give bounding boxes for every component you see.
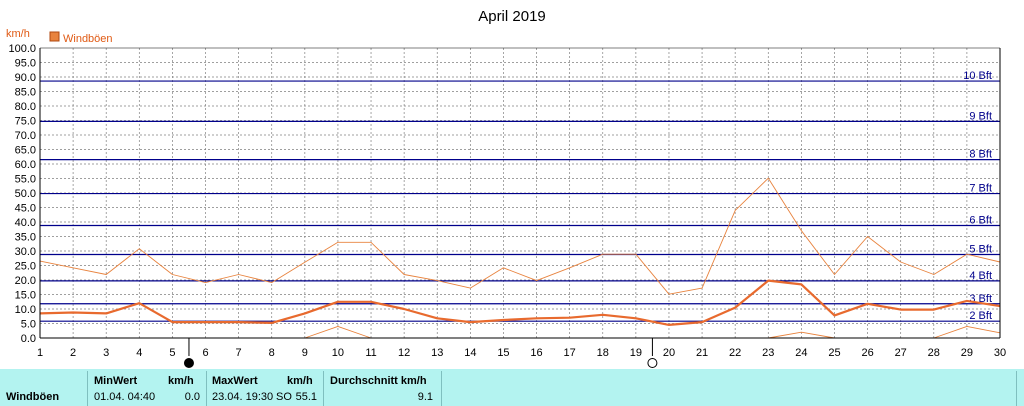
legend-label: Windböen <box>63 33 113 45</box>
y-tick-label: 75.0 <box>15 116 36 128</box>
x-tick-label: 13 <box>431 347 443 359</box>
series-line-average <box>39 279 1001 326</box>
stats-divider <box>323 371 324 406</box>
x-tick-label: 7 <box>236 347 242 359</box>
y-tick-label: 95.0 <box>15 58 36 70</box>
y-tick-label: 40.0 <box>15 217 36 229</box>
beaufort-label: 7 Bft <box>969 183 992 195</box>
x-tick-label: 12 <box>398 347 410 359</box>
x-tick-label: 4 <box>136 347 142 359</box>
x-tick-label: 11 <box>365 347 376 359</box>
beaufort-label: 4 Bft <box>969 270 992 282</box>
y-tick-label: 15.0 <box>15 290 36 302</box>
x-tick-label: 8 <box>269 347 275 359</box>
x-tick-label: 27 <box>895 347 907 359</box>
y-tick-label: 0.0 <box>21 333 36 345</box>
y-tick-label: 10.0 <box>15 304 36 316</box>
y-tick-label: 65.0 <box>15 145 36 157</box>
stats-divider <box>441 371 442 406</box>
stats-divider <box>87 371 88 406</box>
average-value: 9.1 <box>417 391 433 403</box>
y-tick-label: 35.0 <box>15 232 36 244</box>
x-tick-label: 23 <box>762 347 774 359</box>
x-tick-label: 3 <box>103 347 109 359</box>
x-tick-label: 18 <box>597 347 609 359</box>
beaufort-label: 9 Bft <box>969 110 992 122</box>
x-tick-label: 16 <box>530 347 542 359</box>
x-tick-label: 10 <box>332 347 344 359</box>
y-tick-label: 80.0 <box>15 101 36 113</box>
min-value: 0.0 <box>184 391 200 403</box>
y-tick-label: 20.0 <box>15 275 36 287</box>
stats-divider <box>1016 371 1017 406</box>
x-tick-label: 30 <box>994 347 1006 359</box>
y-tick-label: 85.0 <box>15 87 36 99</box>
min-header: MinWert <box>94 375 138 387</box>
statistics-panel: Windböen MinWert km/h 01.04. 04:40 0.0 M… <box>0 369 1024 406</box>
x-tick-label: 22 <box>729 347 741 359</box>
y-tick-label: 60.0 <box>15 159 36 171</box>
series-line-max <box>39 177 1001 295</box>
y-tick-label: 70.0 <box>15 130 36 142</box>
x-tick-label: 1 <box>37 347 43 359</box>
max-header: MaxWert <box>212 375 258 387</box>
y-tick-label: 90.0 <box>15 72 36 84</box>
y-tick-label: 25.0 <box>15 261 36 273</box>
x-tick-label: 9 <box>302 347 308 359</box>
x-tick-label: 25 <box>828 347 840 359</box>
y-tick-label: 45.0 <box>15 203 36 215</box>
beaufort-label: 8 Bft <box>969 149 992 161</box>
min-date: 01.04. 04:40 <box>94 391 156 403</box>
max-value: 55.1 <box>295 391 317 403</box>
x-tick-label: 6 <box>202 347 208 359</box>
x-tick-label: 2 <box>70 347 76 359</box>
max-direction: SO <box>276 391 292 403</box>
max-date: 23.04. 19:30 <box>212 391 274 403</box>
beaufort-label: 5 Bft <box>969 243 992 255</box>
x-tick-label: 28 <box>928 347 940 359</box>
new-moon-icon <box>183 358 194 368</box>
average-header: Durchschnitt km/h <box>330 375 427 387</box>
x-tick-label: 21 <box>696 347 708 359</box>
y-tick-label: 30.0 <box>15 246 36 258</box>
legend-swatch <box>49 31 60 42</box>
x-tick-label: 24 <box>795 347 807 359</box>
x-tick-label: 17 <box>564 347 576 359</box>
y-tick-label: 55.0 <box>15 174 36 186</box>
beaufort-label: 6 Bft <box>969 214 992 226</box>
x-tick-label: 19 <box>630 347 642 359</box>
beaufort-label: 2 Bft <box>969 310 992 322</box>
max-unit: km/h <box>287 375 313 387</box>
full-moon-icon <box>647 358 658 368</box>
x-tick-label: 14 <box>464 347 476 359</box>
stats-divider <box>206 371 207 406</box>
x-tick-label: 29 <box>961 347 973 359</box>
moon-phase-markers <box>183 338 658 368</box>
x-tick-label: 5 <box>169 347 175 359</box>
stats-row-label: Windböen <box>6 391 60 403</box>
y-axis-unit: km/h <box>6 28 30 40</box>
x-tick-label: 26 <box>861 347 873 359</box>
x-tick-label: 15 <box>497 347 509 359</box>
chart-axes: 0.0 5.0 10.0 15.0 20.0 25.0 30.0 35.0 40.0 45.0 50… <box>8 43 1006 359</box>
y-tick-label: 5.0 <box>21 319 36 331</box>
x-tick-label: 20 <box>663 347 675 359</box>
y-tick-label: 50.0 <box>15 188 36 200</box>
beaufort-label: 10 Bft <box>963 70 992 82</box>
chart-title: April 2019 <box>478 8 546 25</box>
y-tick-label: 100.0 <box>8 43 36 55</box>
min-unit: km/h <box>168 375 194 387</box>
